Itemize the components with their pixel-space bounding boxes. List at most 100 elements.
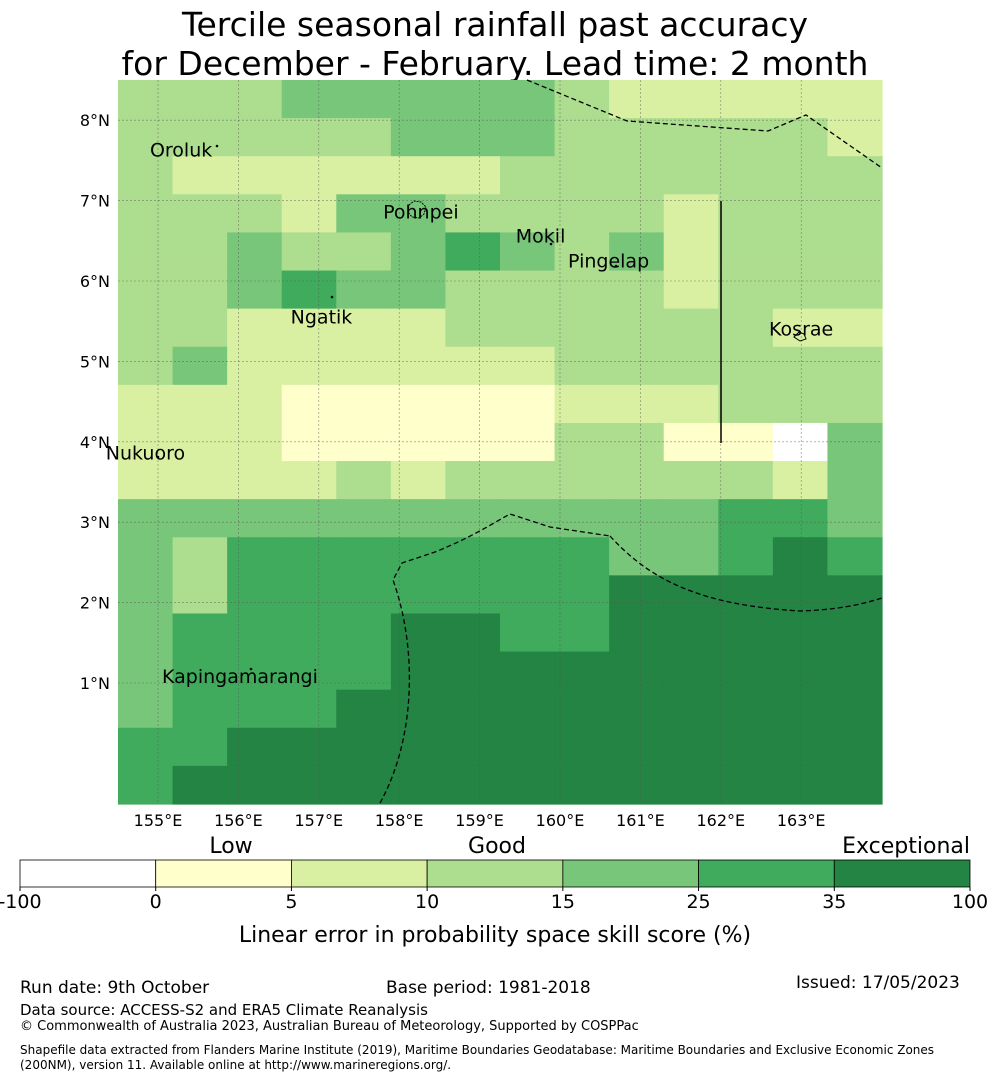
grid-cell [827, 270, 883, 310]
legend-swatch [698, 859, 835, 888]
longitude-labels: 155°E 156°E 157°E 158°E 159°E 160°E 161°E 162°E… [134, 811, 826, 830]
grid-cell [227, 689, 283, 729]
grid-cell [227, 156, 283, 195]
grid-cell [445, 765, 501, 805]
grid-cell [827, 651, 883, 691]
grid-cell [445, 156, 501, 195]
kosrae-island-outline [793, 331, 807, 342]
grid-cell [827, 689, 883, 729]
grid-cell [336, 651, 392, 691]
legend-tick-label: 35 [822, 891, 846, 913]
legend-swatch [291, 859, 428, 888]
grid-cell [445, 384, 501, 424]
grid-cell [390, 461, 447, 500]
grid-cell [118, 651, 174, 691]
grid-cell [390, 80, 447, 119]
grid-cell [772, 194, 829, 234]
grid-cell [772, 765, 829, 805]
legend-low-label: Low [209, 834, 252, 859]
grid-cell [336, 308, 392, 348]
grid-cell [718, 651, 774, 691]
grid-cell [336, 422, 392, 462]
longitude-label: 159°E [455, 811, 504, 830]
place-label: Mokil [516, 225, 566, 247]
grid-cell [281, 689, 337, 729]
grid-cell [554, 537, 610, 576]
grid-cell [500, 156, 556, 195]
grid-cell [227, 651, 283, 691]
grid-cell [609, 118, 665, 157]
grid-cell [445, 422, 501, 462]
grid-cell [827, 537, 883, 576]
grid-cell [718, 156, 774, 195]
legend-ticks: -100 0 5 10 15 25 35 100 [0, 887, 988, 913]
pingelap-dot [614, 264, 618, 268]
grid-cell [663, 194, 719, 234]
grid-cell [663, 80, 719, 119]
grid-cell [772, 80, 829, 119]
ngatik-dot [330, 295, 334, 299]
grid-cell [172, 689, 228, 729]
place-label: Nukuoro [106, 442, 185, 464]
grid-cell [554, 156, 610, 195]
grid-cell [390, 499, 447, 538]
grid-cell [772, 461, 829, 500]
grid-cell [609, 270, 665, 310]
grid-cell [663, 575, 719, 615]
grid-cell [281, 422, 337, 462]
grid-cell [609, 232, 665, 272]
grid-cell [390, 270, 447, 310]
grid-cell [172, 575, 228, 615]
grid-cell [390, 422, 447, 462]
grid-cell [554, 118, 610, 157]
grid-cell [281, 537, 337, 576]
grid-cell [390, 613, 447, 653]
legend-tick-label: 100 [952, 891, 988, 913]
grid-cell [118, 232, 174, 272]
grid-cell [718, 575, 774, 615]
grid-cell [281, 346, 337, 386]
grid-cell [445, 727, 501, 767]
grid-cell [827, 575, 883, 615]
grid-cell [227, 308, 283, 348]
grid-cell [445, 651, 501, 691]
grid-cell [390, 308, 447, 348]
grid-cell [554, 346, 610, 386]
place-label: Ngatik [291, 307, 353, 329]
grid-cell [227, 270, 283, 310]
grid-cell [227, 727, 283, 767]
grid-cell [827, 80, 883, 119]
grid-cell [827, 422, 883, 462]
grid-cell [718, 727, 774, 767]
grid-cell [827, 346, 883, 386]
legend-swatch [833, 859, 971, 888]
legend-tick-label: 10 [415, 891, 439, 913]
grid-cell [390, 651, 447, 691]
grid-cell [718, 689, 774, 729]
longitude-label: 160°E [536, 811, 585, 830]
grid-cell [118, 461, 174, 500]
grid-cell [554, 613, 610, 653]
grid-cell [281, 232, 337, 272]
grid-cell [609, 80, 665, 119]
grid-cell [281, 727, 337, 767]
grid-cell [118, 537, 174, 576]
grid-cell [390, 156, 447, 195]
grid-cell [609, 613, 665, 653]
legend-swatch [426, 859, 564, 888]
grid-cell [554, 727, 610, 767]
legend-tick-label: 25 [686, 891, 710, 913]
grid-cell [118, 727, 174, 767]
legend-tick-label: 0 [150, 891, 162, 913]
grid-cell [227, 765, 283, 805]
grid-cell [718, 118, 774, 157]
grid-cell [500, 422, 556, 462]
grid-cell [336, 270, 392, 310]
grid-cell [390, 232, 447, 272]
grid-cell [500, 80, 556, 119]
grid-cell [772, 270, 829, 310]
grid-cell [772, 689, 829, 729]
skill-grid [118, 80, 883, 805]
grid-cell [281, 651, 337, 691]
grid-cell [718, 232, 774, 272]
